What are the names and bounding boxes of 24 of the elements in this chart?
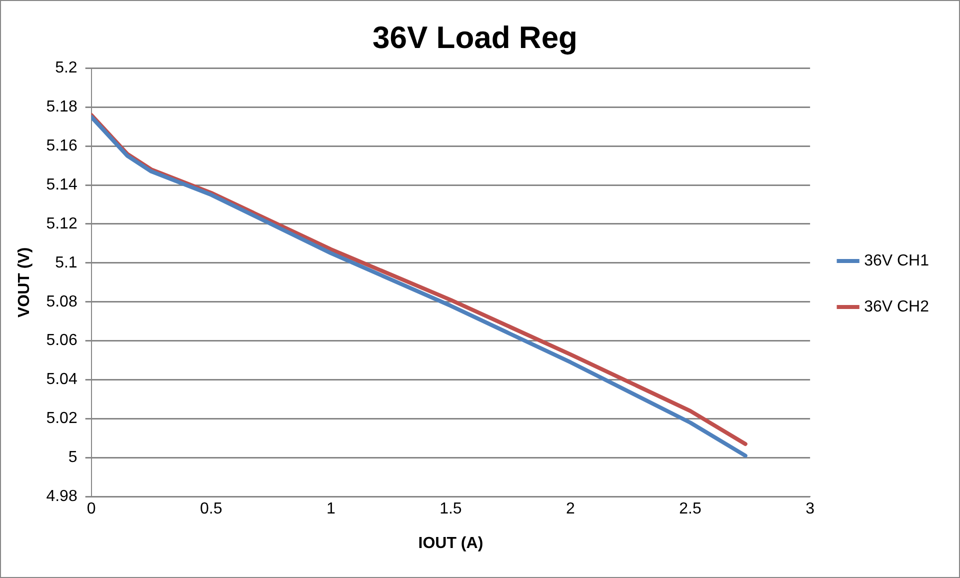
x-tick-label: 1.5	[440, 500, 462, 518]
chart-title: 36V Load Reg	[372, 20, 578, 56]
y-axis-title: VOUT (V)	[16, 247, 34, 318]
x-tick-label: 2	[566, 500, 576, 518]
y-tick-label: 5.14	[46, 176, 78, 194]
legend-label: 36V CH1	[864, 252, 930, 270]
y-tick-label: 5.08	[46, 293, 78, 310]
y-tick-label: 5.02	[46, 410, 78, 428]
legend-label: 36V CH2	[864, 298, 930, 316]
y-tick-label: 5.2	[55, 60, 78, 77]
x-tick-label: 2.5	[679, 500, 702, 518]
x-tick-label: 0.5	[200, 500, 222, 518]
x-tick-label: 1	[326, 500, 336, 518]
y-tick-label: 5.1	[55, 254, 78, 272]
y-tick-label: 5.12	[46, 215, 78, 232]
y-tick-label: 5.18	[46, 98, 78, 116]
x-tick-label: 0	[86, 500, 96, 518]
y-tick-label: 5.06	[46, 332, 78, 350]
x-tick-label: 3	[806, 500, 815, 518]
x-axis-title: IOUT (A)	[418, 534, 484, 552]
y-tick-label: 4.98	[46, 488, 78, 506]
y-tick-label: 5	[68, 449, 78, 466]
y-tick-label: 5.04	[46, 371, 78, 388]
y-tick-label: 5.16	[46, 137, 78, 154]
